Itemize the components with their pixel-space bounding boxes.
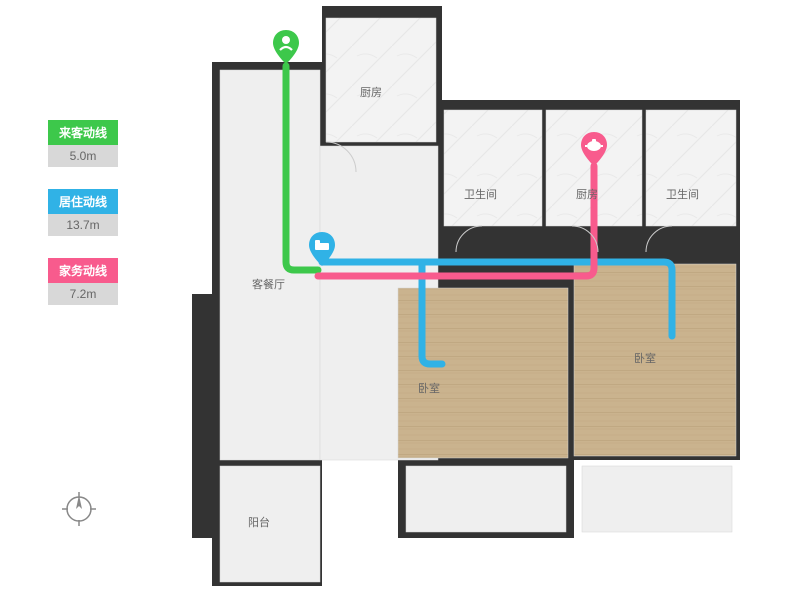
room-label-bedroom-left: 卧室 [418, 380, 440, 396]
legend-label-living: 居住动线 [48, 189, 118, 214]
node-guest-icon [273, 30, 299, 64]
legend-label-house: 家务动线 [48, 258, 118, 283]
room-living [220, 70, 320, 460]
room-wc-right [646, 110, 736, 226]
room-balcony-bed-l [406, 466, 566, 532]
room-label-kitchen-mid: 厨房 [576, 186, 598, 202]
floorplan: 厨房卫生间厨房卫生间客餐厅卧室卧室阳台 [192, 6, 750, 592]
room-balcony [220, 466, 320, 582]
room-label-wc-right: 卫生间 [666, 186, 699, 202]
compass-icon [62, 492, 96, 526]
legend-value-living: 13.7m [48, 214, 118, 236]
legend-item-guest: 来客动线 5.0m [48, 120, 118, 167]
legend-panel: 来客动线 5.0m 居住动线 13.7m 家务动线 7.2m [48, 120, 118, 327]
room-wc-left [444, 110, 542, 226]
room-label-bedroom-right: 卧室 [634, 350, 656, 366]
legend-item-house: 家务动线 7.2m [48, 258, 118, 305]
legend-label-guest: 来客动线 [48, 120, 118, 145]
floorplan-svg [192, 6, 750, 592]
room-balcony-bed-r [582, 466, 732, 532]
legend-item-living: 居住动线 13.7m [48, 189, 118, 236]
room-label-kitchen-top: 厨房 [360, 84, 382, 100]
room-label-living: 客餐厅 [252, 276, 285, 292]
room-label-balcony: 阳台 [248, 514, 270, 530]
room-label-wc-left: 卫生间 [464, 186, 497, 202]
room-kitchen-top [326, 18, 436, 142]
node-living-icon [309, 232, 335, 266]
node-house-icon [581, 132, 607, 166]
legend-value-house: 7.2m [48, 283, 118, 305]
legend-value-guest: 5.0m [48, 145, 118, 167]
